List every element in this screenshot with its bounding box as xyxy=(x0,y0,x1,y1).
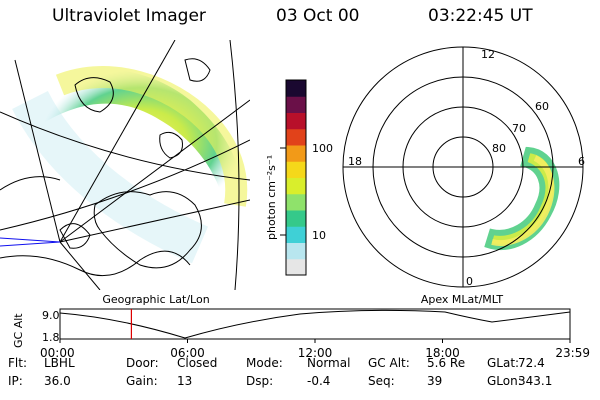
mlt-18-label: 18 xyxy=(348,155,362,168)
info-value: 36.0 xyxy=(44,374,71,388)
colorbar-label-100: 100 xyxy=(312,142,333,155)
info-value: 72.4 xyxy=(518,356,545,370)
info-value: 39 xyxy=(427,374,443,388)
info-label: GC Alt: xyxy=(368,356,410,370)
colorbar-swatch xyxy=(286,258,306,276)
colorbar-frame xyxy=(285,79,307,276)
info-label: GLat: xyxy=(487,356,520,370)
colorbar-swatches xyxy=(286,80,306,276)
lat-80-label: 80 xyxy=(492,142,506,155)
mlt-6-label: 6 xyxy=(578,155,585,168)
info-value: -0.4 xyxy=(307,374,331,388)
info-value: 13 xyxy=(177,374,193,388)
colorbar-swatch xyxy=(286,128,306,146)
timeline-ticks: 00:00 06:00 12:00 18:00 23:59 xyxy=(40,339,590,360)
colorbar-swatch xyxy=(286,112,306,130)
colorbar-axis-label: photon cm⁻²s⁻¹ xyxy=(265,155,278,240)
info-label: Mode: xyxy=(246,356,283,370)
colorbar-swatch xyxy=(286,242,306,260)
timeline-y-bottom: 1.8 xyxy=(42,331,60,344)
colorbar-swatch xyxy=(286,210,306,227)
time-label: 03:22:45 UT xyxy=(428,6,533,26)
mlt-12-label: 12 xyxy=(481,48,495,61)
info-value: Normal xyxy=(307,356,351,370)
colorbar-swatch xyxy=(286,161,306,178)
colorbar-swatch xyxy=(286,193,306,211)
info-value: Closed xyxy=(177,356,218,370)
info-value: 5.6 Re xyxy=(427,356,466,370)
timeline-tick-label: 23:59 xyxy=(555,346,590,360)
info-label: Seq: xyxy=(368,374,395,388)
info-label: GLon: xyxy=(487,374,522,388)
timeline-y-top: 9.0 xyxy=(42,309,60,322)
lat-70-label: 70 xyxy=(512,122,526,135)
info-label: Flt: xyxy=(8,356,27,370)
colorbar-swatch xyxy=(286,145,306,162)
timeline-tick-label: 06:00 xyxy=(170,346,205,360)
timeline-tick-label: 00:00 xyxy=(40,346,75,360)
colorbar-swatch xyxy=(286,80,306,97)
lat-60-label: 60 xyxy=(535,100,549,113)
timeline-tick-label: 18:00 xyxy=(425,346,460,360)
date-label: 03 Oct 00 xyxy=(276,6,360,26)
altitude-curve xyxy=(59,309,571,339)
info-value: LBHL xyxy=(44,356,75,370)
info-label: Dsp: xyxy=(246,374,274,388)
colorbar-label-10: 10 xyxy=(312,229,326,242)
app-title: Ultraviolet Imager xyxy=(52,6,206,26)
colorbar-swatch xyxy=(286,96,306,113)
timeline-frame xyxy=(59,308,571,340)
info-label: IP: xyxy=(8,374,23,388)
timeline-axis-label: GC Alt xyxy=(12,313,25,348)
polar-label: Apex MLat/MLT xyxy=(421,293,504,306)
info-value: 343.1 xyxy=(518,374,553,388)
colorbar-swatch xyxy=(286,177,306,195)
info-label: Gain: xyxy=(126,374,158,388)
mlt-0-label: 0 xyxy=(466,275,473,288)
timeline-tick-label: 12:00 xyxy=(298,346,333,360)
colorbar-swatch xyxy=(286,226,306,243)
info-label: Door: xyxy=(126,356,159,370)
